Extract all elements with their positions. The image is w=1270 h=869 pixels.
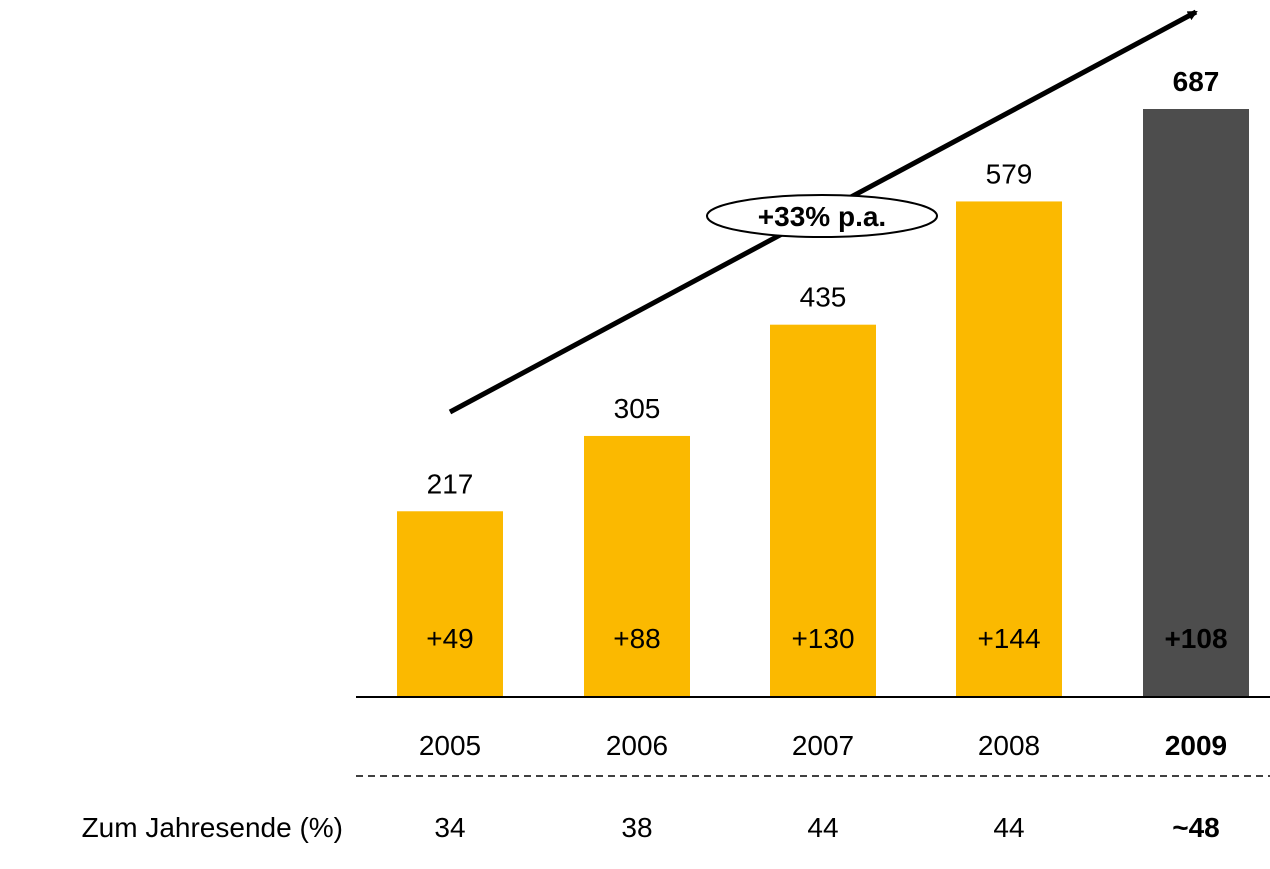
bar-value-label-2009: 687: [1173, 66, 1220, 97]
bar-2005: [397, 511, 503, 697]
growth-annotation-oval: [706, 194, 938, 238]
row-label: Zum Jahresende (%): [82, 812, 343, 843]
bar-2009: [1143, 109, 1249, 697]
row-value-2009: ~48: [1172, 812, 1220, 843]
bar-value-label-2006: 305: [614, 393, 661, 424]
bar-2007: [770, 324, 876, 697]
row-value-2005: 34: [434, 812, 465, 843]
x-tick-label-2007: 2007: [792, 730, 854, 761]
x-tick-label-2008: 2008: [978, 730, 1040, 761]
bar-increment-label-2006: +88: [613, 623, 661, 654]
bar-value-label-2005: 217: [427, 468, 474, 499]
bar-value-label-2008: 579: [986, 158, 1033, 189]
bar-increment-label-2005: +49: [426, 623, 474, 654]
bar-2008: [956, 201, 1062, 697]
row-value-2007: 44: [807, 812, 838, 843]
bar-increment-label-2007: +130: [791, 623, 854, 654]
bar-2006: [584, 435, 690, 697]
x-tick-label-2005: 2005: [419, 730, 481, 761]
row-value-2006: 38: [621, 812, 652, 843]
bar-increment-label-2008: +144: [977, 623, 1040, 654]
growth-annotation: +33% p.a.: [706, 194, 938, 238]
row-value-2008: 44: [993, 812, 1024, 843]
bar-increment-label-2009: +108: [1164, 623, 1227, 654]
x-tick-label-2006: 2006: [606, 730, 668, 761]
x-tick-label-2009: 2009: [1165, 730, 1227, 761]
bar-value-label-2007: 435: [800, 282, 847, 313]
growth-annotation-label: +33% p.a.: [758, 201, 886, 232]
